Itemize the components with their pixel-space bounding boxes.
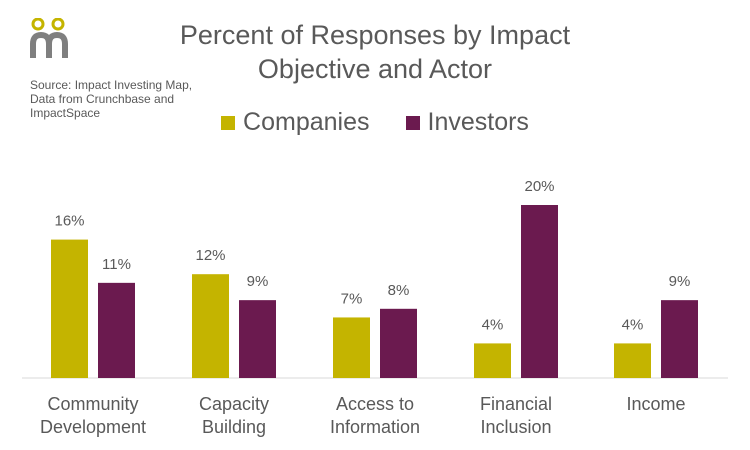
data-label-companies-capacity-building: 12% xyxy=(195,247,225,264)
bar-companies-income xyxy=(614,343,651,378)
legend-swatch-companies xyxy=(221,115,236,130)
legend-swatch-investors xyxy=(405,115,420,130)
category-label-financial-inclusion: Financial Inclusion xyxy=(480,394,552,437)
legend-label-companies: Companies xyxy=(243,108,370,136)
data-label-investors-income: 9% xyxy=(669,273,691,290)
legend-entry-companies: Companies xyxy=(221,108,370,137)
data-label-investors-access-to-information: 8% xyxy=(388,282,410,299)
chart-title-line-1: Percent of Responses by Impact xyxy=(179,20,571,50)
chart-title-line-2: Objective and Actor xyxy=(257,54,493,84)
bar-investors-income xyxy=(661,300,698,378)
bar-companies-community-development xyxy=(51,239,88,378)
bar-companies-financial-inclusion xyxy=(474,343,511,378)
chart-title: Percent of Responses by Impact Objective… xyxy=(150,18,600,86)
data-label-companies-financial-inclusion: 4% xyxy=(482,316,504,333)
data-label-investors-capacity-building: 9% xyxy=(247,273,269,290)
bar-investors-access-to-information xyxy=(380,308,417,378)
data-label-investors-financial-inclusion: 20% xyxy=(524,178,554,195)
data-label-companies-income: 4% xyxy=(622,316,644,333)
impact-investing-map-logo xyxy=(30,18,68,58)
category-label-community-development: Community Development xyxy=(40,394,146,437)
chart-legend: Companies Investors xyxy=(0,108,750,137)
legend-entry-investors: Investors xyxy=(405,108,529,137)
bar-investors-capacity-building xyxy=(239,300,276,378)
logo-dot-left xyxy=(31,18,45,31)
bar-investors-financial-inclusion xyxy=(521,205,558,378)
category-label-income: Income xyxy=(626,394,685,414)
source-note: Source: Impact Investing Map, Data from … xyxy=(30,78,193,120)
category-label-access-to-information: Access to Information xyxy=(330,394,420,437)
category-label-capacity-building: Capacity Building xyxy=(199,394,269,437)
data-label-investors-community-development: 11% xyxy=(102,256,131,273)
logo-m-letter xyxy=(30,31,68,58)
data-label-companies-community-development: 16% xyxy=(54,213,84,230)
logo-dot-right xyxy=(51,18,65,31)
bar-companies-capacity-building xyxy=(192,274,229,378)
legend-label-investors: Investors xyxy=(427,108,529,136)
bar-companies-access-to-information xyxy=(333,317,370,378)
data-label-companies-access-to-information: 7% xyxy=(341,290,363,307)
bar-investors-community-development xyxy=(98,282,135,378)
